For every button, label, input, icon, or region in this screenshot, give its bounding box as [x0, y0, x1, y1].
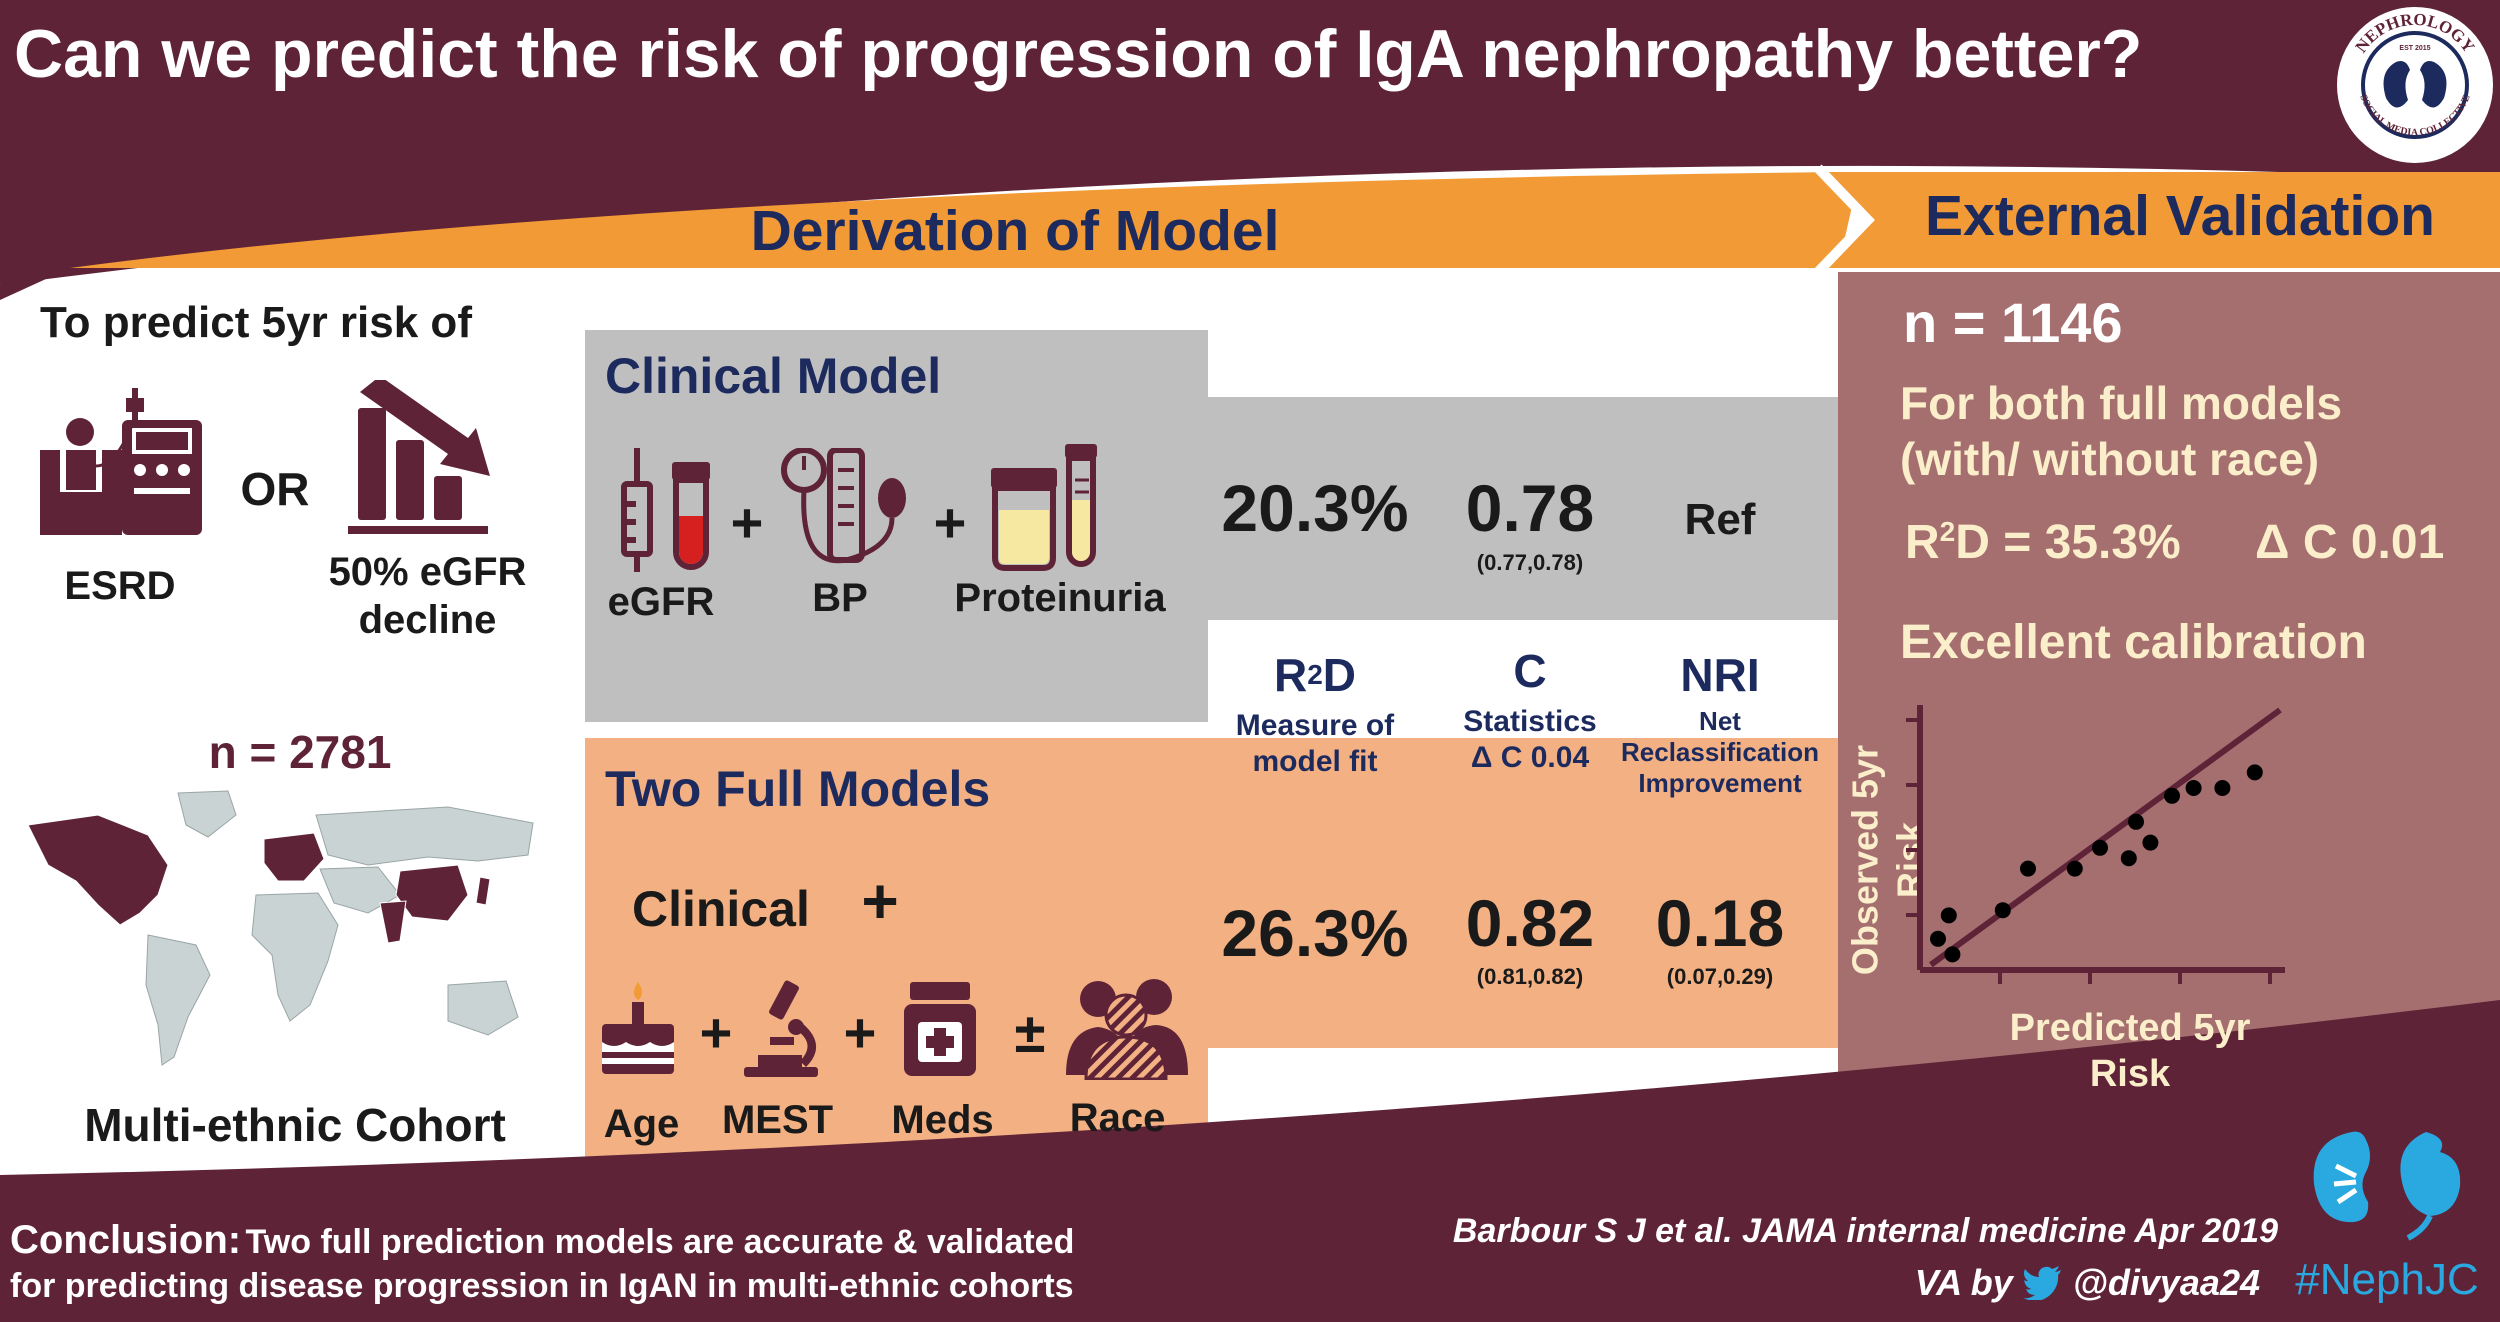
validation-cohort-size: n = 1146	[1903, 291, 2123, 354]
people-group-icon	[1066, 979, 1188, 1080]
cohort-size: n = 2781	[208, 726, 392, 778]
c-header-subtitle: Statistics Δ C 0.04	[1463, 705, 1597, 774]
blood-tubes-icon	[621, 448, 710, 572]
calibration-point	[2092, 839, 2108, 856]
validation-models-note: For both full models (with/ without race…	[1900, 377, 2343, 485]
birthday-cake-icon	[602, 982, 674, 1074]
clinical-r2d-value: 20.3%	[1221, 471, 1409, 545]
r2d-header-subtitle: Measure of model fit	[1235, 709, 1395, 778]
clinical-c-value: 0.78	[1465, 471, 1595, 545]
blood-pressure-cuff-icon	[781, 448, 906, 564]
calibration-point	[2066, 860, 2083, 877]
calibration-point	[1994, 902, 2011, 919]
validation-r2d: R2D = 35.3%	[1905, 516, 2181, 569]
urine-sample-icon	[991, 444, 1097, 571]
clinical-term-label: Clinical	[632, 881, 810, 937]
calibration-y-label: Observed 5yr	[1843, 710, 1893, 1010]
mest-label: MEST	[721, 1098, 834, 1142]
plus-sign: +	[699, 1001, 733, 1064]
citation: Barbour S J et al. JAMA internal medicin…	[1452, 1212, 2278, 1250]
conclusion-line-1: Conclusion: Two full prediction models a…	[10, 1218, 1310, 1263]
declining-bar-chart-icon	[348, 380, 490, 534]
or-text: OR	[240, 463, 310, 515]
derivation-banner	[70, 172, 1858, 268]
nri-header-subtitle: Net Reclassification Improvement	[1621, 706, 1819, 798]
validation-banner	[1825, 172, 2500, 268]
age-label: Age	[603, 1102, 680, 1146]
conclusion-label: Conclusion:	[10, 1218, 242, 1262]
plus-sign: +	[730, 491, 764, 554]
calibration-point	[2120, 850, 2137, 867]
dialysis-icon	[40, 388, 202, 535]
nephjc-kidney-logo	[2313, 1131, 2461, 1241]
header-band	[0, 0, 2500, 285]
calibration-y-label-2: Risk	[1888, 735, 1938, 985]
bp-label: BP	[812, 576, 868, 620]
page-title: Can we predict the risk of progression o…	[14, 16, 2143, 92]
validation-delta-c: Δ C 0.01	[2255, 516, 2445, 569]
byline-prefix: VA by	[1914, 1262, 2013, 1303]
outcome-heading: To predict 5yr risk of	[40, 298, 472, 347]
byline: VA by @divyaa24	[1740, 1262, 2260, 1304]
plus-sign: +	[861, 865, 899, 937]
conclusion-text: Two full prediction models are accurate …	[245, 1223, 1075, 1261]
calibration-point	[1930, 930, 1946, 947]
svg-text:Risk: Risk	[1890, 821, 1931, 898]
full-r2d-value: 26.3%	[1221, 896, 1409, 970]
medicine-bottle-icon	[904, 982, 976, 1076]
plus-sign: +	[843, 1001, 877, 1064]
svg-text:EST 2015: EST 2015	[2399, 45, 2430, 52]
nephrology-seal-icon: NEPHROLOGY SOCIAL MEDIA COLLECTIVE EST 2…	[2333, 3, 2497, 167]
microscope-icon	[744, 980, 818, 1077]
calibration-plot	[1906, 705, 2285, 984]
calibration-point	[2142, 834, 2159, 851]
derivation-banner-title: Derivation of Model	[750, 199, 1280, 263]
egfr-decline-label: 50% eGFR decline	[328, 550, 527, 642]
meds-label: Meds	[891, 1098, 994, 1142]
calibration-point	[2246, 764, 2263, 781]
clinical-model-title: Clinical Model	[605, 348, 942, 404]
calibration-point	[1944, 946, 1961, 963]
calibration-heading: Excellent calibration	[1900, 616, 2367, 669]
calibration-point	[2164, 787, 2180, 804]
clinical-c-ci: (0.77,0.78)	[1476, 550, 1584, 575]
plus-minus-sign: ±	[1014, 1001, 1046, 1064]
c-header: C	[1513, 645, 1547, 697]
footer-band	[0, 1000, 2500, 1322]
svg-text:Observed 5yr: Observed 5yr	[1845, 745, 1886, 975]
full-nri-ci: (0.07,0.29)	[1666, 964, 1774, 989]
race-label: Race	[1069, 1096, 1166, 1140]
full-nri-value: 0.18	[1655, 886, 1785, 960]
egfr-label: eGFR	[607, 580, 715, 624]
calibration-point	[2214, 780, 2231, 796]
clinical-nri-value: Ref	[1684, 495, 1756, 544]
conclusion-line-2: for predicting disease progression in Ig…	[10, 1267, 1074, 1305]
calibration-x-label: Predicted 5yr Risk	[2009, 1007, 2251, 1095]
calibration-point	[1940, 907, 1957, 924]
twitter-handle[interactable]: @divyaa24	[2072, 1262, 2260, 1303]
full-models-title: Two Full Models	[605, 761, 991, 817]
full-models-panel	[585, 738, 1838, 1178]
cohort-label: Multi-ethnic Cohort	[84, 1099, 506, 1151]
proteinuria-label: Proteinuria	[954, 576, 1166, 620]
nri-header: NRI	[1680, 649, 1760, 701]
plus-sign: +	[933, 491, 967, 554]
banner-chevron	[1814, 164, 1875, 276]
calibration-reference-line	[1929, 707, 2282, 968]
full-c-value: 0.82	[1465, 886, 1595, 960]
nephjc-hashtag[interactable]: #NephJC	[2295, 1255, 2479, 1304]
esrd-label: ESRD	[64, 564, 176, 608]
world-map-icon	[28, 790, 534, 1066]
calibration-point	[2020, 860, 2036, 877]
calibration-point	[2185, 780, 2202, 796]
clinical-model-panel	[585, 330, 1838, 722]
twitter-bird-icon[interactable]	[2022, 1266, 2063, 1300]
calibration-point	[2128, 813, 2144, 830]
validation-banner-title: External Validation	[1925, 184, 2435, 248]
full-c-ci: (0.81,0.82)	[1476, 964, 1584, 989]
